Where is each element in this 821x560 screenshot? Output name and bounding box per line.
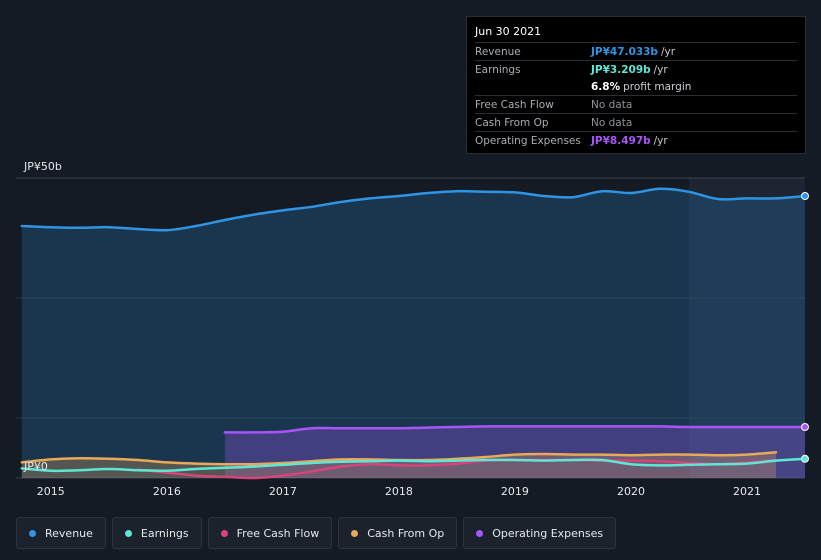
x-tick-label: 2016: [153, 485, 181, 498]
tooltip-label: Revenue: [475, 45, 521, 58]
series-line-operating-expenses: [223, 425, 807, 434]
legend-label: Earnings: [140, 526, 189, 540]
series-line-revenue: [20, 187, 807, 232]
legend-label: Cash From Op: [367, 526, 445, 540]
y-axis-top-label: JP¥50b: [23, 160, 62, 173]
legend-label: Operating Expenses: [492, 526, 604, 540]
tooltip-row-cash-from-op: Cash From Op No data: [475, 114, 797, 132]
tooltip-label: Cash From Op: [475, 116, 549, 129]
y-axis-bottom-label: JP¥0: [23, 460, 48, 473]
tooltip-row-free-cash-flow: Free Cash Flow No data: [475, 96, 797, 114]
tooltip-label: Free Cash Flow: [475, 98, 554, 111]
legend-item-earnings[interactable]: Earnings: [111, 517, 202, 549]
series-line-free-cash-flow: [136, 458, 778, 480]
series-layer: [20, 187, 809, 480]
x-tick-label: 2021: [733, 485, 761, 498]
series-endpoint-revenue: [801, 192, 809, 200]
legend: Revenue Earnings Free Cash Flow Cash Fro…: [16, 517, 617, 549]
legend-dot-icon: [351, 529, 359, 537]
legend-label: Revenue: [45, 526, 93, 540]
legend-dot-icon: [476, 529, 484, 537]
legend-item-cash-from-op[interactable]: Cash From Op: [338, 517, 458, 549]
tooltip: Jun 30 2021 Revenue JP¥47.033b/yr Earnin…: [466, 16, 806, 154]
tooltip-row-earnings: Earnings JP¥3.209b/yr: [475, 61, 797, 78]
tooltip-value: 6.8%: [591, 80, 621, 93]
legend-item-operating-expenses[interactable]: Operating Expenses: [463, 517, 617, 549]
tooltip-value: JP¥47.033b: [591, 45, 658, 58]
legend-label: Free Cash Flow: [236, 526, 320, 540]
x-tick-label: 2020: [617, 485, 645, 498]
tooltip-row-operating-expenses: Operating Expenses JP¥8.497b/yr: [475, 132, 797, 149]
tooltip-date: Jun 30 2021: [475, 23, 797, 43]
series-endpoint-earnings: [801, 454, 809, 463]
legend-dot-icon: [220, 529, 228, 537]
tooltip-suffix: /yr: [653, 63, 668, 76]
tooltip-value: JP¥8.497b: [591, 134, 651, 147]
tooltip-label: Earnings: [475, 63, 521, 76]
legend-dot-icon: [29, 529, 36, 537]
series-endpoint-operating-expenses: [801, 423, 809, 431]
tooltip-suffix: profit margin: [623, 80, 692, 93]
legend-item-free-cash-flow[interactable]: Free Cash Flow: [207, 517, 333, 549]
x-tick-label: 2018: [385, 485, 413, 498]
legend-item-revenue[interactable]: Revenue: [16, 517, 106, 549]
x-tick-label: 2019: [501, 485, 529, 498]
legend-dot-icon: [124, 529, 132, 537]
tooltip-value: No data: [591, 98, 633, 111]
tooltip-suffix: /yr: [653, 134, 668, 147]
x-tick-label: 2015: [37, 485, 65, 498]
tooltip-label: Operating Expenses: [475, 134, 581, 147]
tooltip-row-profit-margin: 6.8% profit margin: [475, 78, 797, 96]
x-tick-label: 2017: [269, 485, 297, 498]
tooltip-suffix: /yr: [660, 45, 676, 58]
x-axis-ticks: 2015 2016 2017 2018 2019 2020 2021: [37, 485, 761, 498]
tooltip-row-revenue: Revenue JP¥47.033b/yr: [475, 43, 797, 61]
series-line-earnings: [20, 457, 807, 473]
chart-canvas: JP¥50b JP¥0 2015 2016 2017 2018 2019 2020 2021: [16, 160, 809, 498]
gridlines: [16, 177, 805, 479]
tooltip-value: JP¥3.209b: [591, 63, 651, 76]
tooltip-value: No data: [591, 116, 633, 129]
series-area-revenue: [21, 188, 806, 478]
